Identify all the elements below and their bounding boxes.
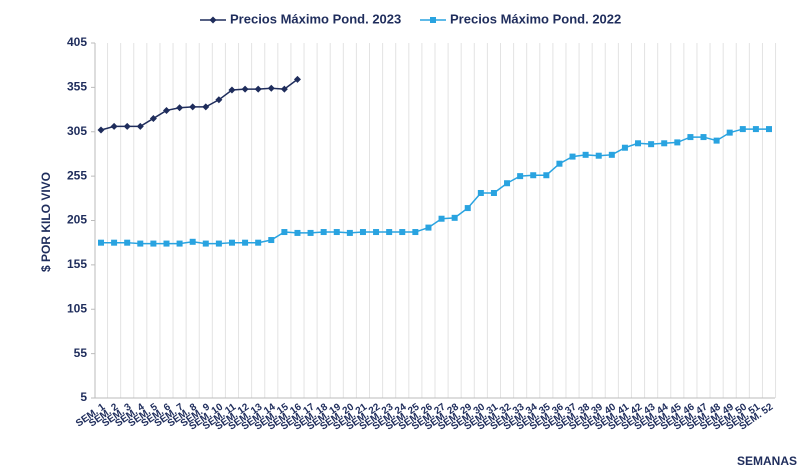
data-point (294, 229, 301, 236)
data-point (123, 122, 131, 130)
data-point (281, 229, 288, 236)
data-point (320, 229, 327, 236)
data-point (752, 126, 759, 133)
data-point (412, 229, 419, 236)
data-point (608, 151, 615, 158)
data-point (267, 84, 275, 92)
data-point (739, 126, 746, 133)
data-point (162, 106, 170, 114)
y-tick-label: 205 (67, 213, 87, 227)
data-point (242, 239, 249, 246)
legend-label: Precios Máximo Pond. 2022 (450, 11, 621, 26)
data-point (386, 229, 393, 236)
data-point (359, 229, 366, 236)
data-point (543, 172, 550, 179)
data-point (110, 122, 118, 130)
data-point (595, 152, 602, 159)
data-point (307, 229, 314, 236)
data-point (451, 214, 458, 221)
data-point (189, 103, 197, 111)
data-point (333, 229, 340, 236)
data-point (176, 240, 183, 247)
data-point (215, 96, 223, 104)
data-point (713, 137, 720, 144)
data-point (687, 134, 694, 141)
y-tick-label: 155 (67, 257, 87, 271)
data-point (202, 103, 210, 111)
data-point (517, 173, 524, 180)
data-point (373, 229, 380, 236)
data-point (766, 126, 772, 133)
data-point (268, 237, 275, 244)
y-tick-label: 105 (67, 301, 87, 315)
data-point (255, 239, 262, 246)
data-point (163, 240, 170, 247)
y-tick-label: 55 (74, 346, 88, 360)
y-tick-label: 305 (67, 124, 87, 138)
data-point (726, 129, 733, 136)
data-point (477, 189, 484, 196)
data-point (228, 239, 235, 246)
data-point (149, 114, 157, 122)
data-point (254, 85, 262, 93)
data-point (137, 240, 144, 247)
data-point (97, 126, 105, 134)
data-point (202, 240, 209, 247)
data-point (176, 104, 184, 112)
data-point (700, 134, 707, 141)
y-tick-label: 355 (67, 80, 87, 94)
data-point (111, 239, 118, 246)
data-point (504, 180, 511, 187)
data-point (280, 85, 288, 93)
data-point (530, 172, 537, 179)
legend-marker (430, 17, 436, 23)
data-point (124, 239, 131, 246)
data-point (635, 140, 642, 147)
data-point (556, 160, 563, 167)
data-point (648, 141, 655, 148)
data-point (582, 151, 589, 158)
x-axis-label: SEMANAS (737, 454, 797, 468)
legend-marker (209, 16, 217, 24)
y-tick-label: 255 (67, 168, 87, 182)
y-tick-label: 405 (67, 35, 87, 49)
data-point (228, 86, 236, 94)
data-point (661, 140, 668, 147)
y-tick-label: 5 (80, 390, 87, 404)
data-point (136, 122, 144, 130)
data-point (621, 144, 628, 151)
data-point (293, 75, 301, 83)
data-point (490, 189, 497, 196)
legend-label: Precios Máximo Pond. 2023 (230, 11, 401, 26)
y-axis-label: $ POR KILO VIVO (39, 172, 53, 272)
data-point (464, 205, 471, 212)
data-point (98, 239, 104, 246)
series-line (100, 78, 298, 131)
data-point (674, 139, 681, 146)
data-point (241, 85, 249, 93)
data-point (189, 238, 196, 245)
data-point (346, 229, 353, 236)
data-point (150, 240, 157, 247)
data-point (399, 229, 406, 236)
data-point (215, 240, 222, 247)
data-point (569, 153, 576, 160)
data-point (438, 215, 445, 222)
data-point (425, 224, 432, 231)
series-line (101, 128, 769, 245)
